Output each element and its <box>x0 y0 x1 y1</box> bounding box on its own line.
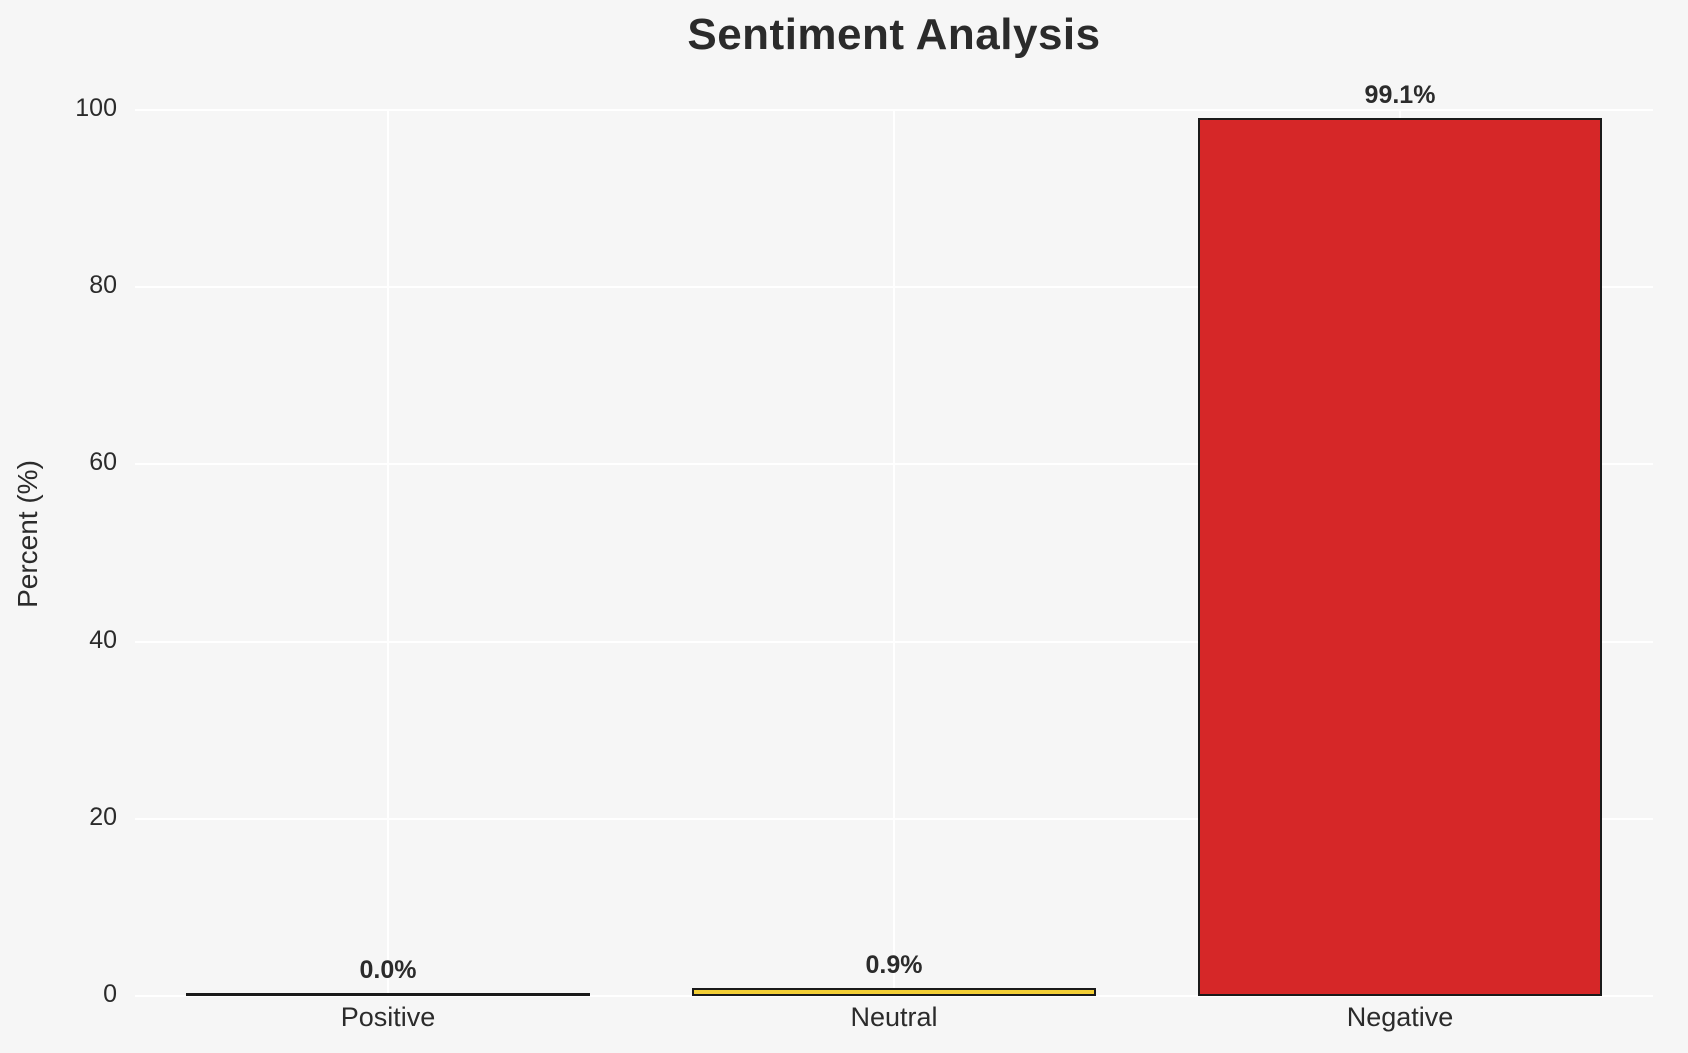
y-tick-label: 100 <box>75 94 117 122</box>
x-tick-label-negative: Negative <box>1346 1002 1454 1032</box>
x-tick-label-positive: Positive <box>340 1002 436 1032</box>
y-tick-label: 40 <box>89 625 117 654</box>
x-tick-label-neutral: Neutral <box>850 1002 938 1032</box>
y-tick-label: 0 <box>103 980 117 1008</box>
y-tick-label: 80 <box>89 271 117 300</box>
gridline-h <box>135 995 1653 997</box>
bar-value-label: 0.0% <box>359 956 417 984</box>
y-axis-label: Percent (%) <box>12 460 43 608</box>
chart-title: Sentiment Analysis <box>687 10 1101 59</box>
gridline-v <box>387 110 389 996</box>
bar-value-label: 0.9% <box>865 951 923 980</box>
y-tick-label: 20 <box>89 802 117 831</box>
gridline-v <box>893 110 895 996</box>
bar-positive <box>185 993 591 996</box>
bar-neutral <box>691 988 1097 996</box>
y-tick-label: 60 <box>89 448 117 477</box>
bar-negative <box>1197 117 1603 996</box>
plot-area <box>135 109 1653 997</box>
bar-value-label: 99.1% <box>1364 80 1436 109</box>
